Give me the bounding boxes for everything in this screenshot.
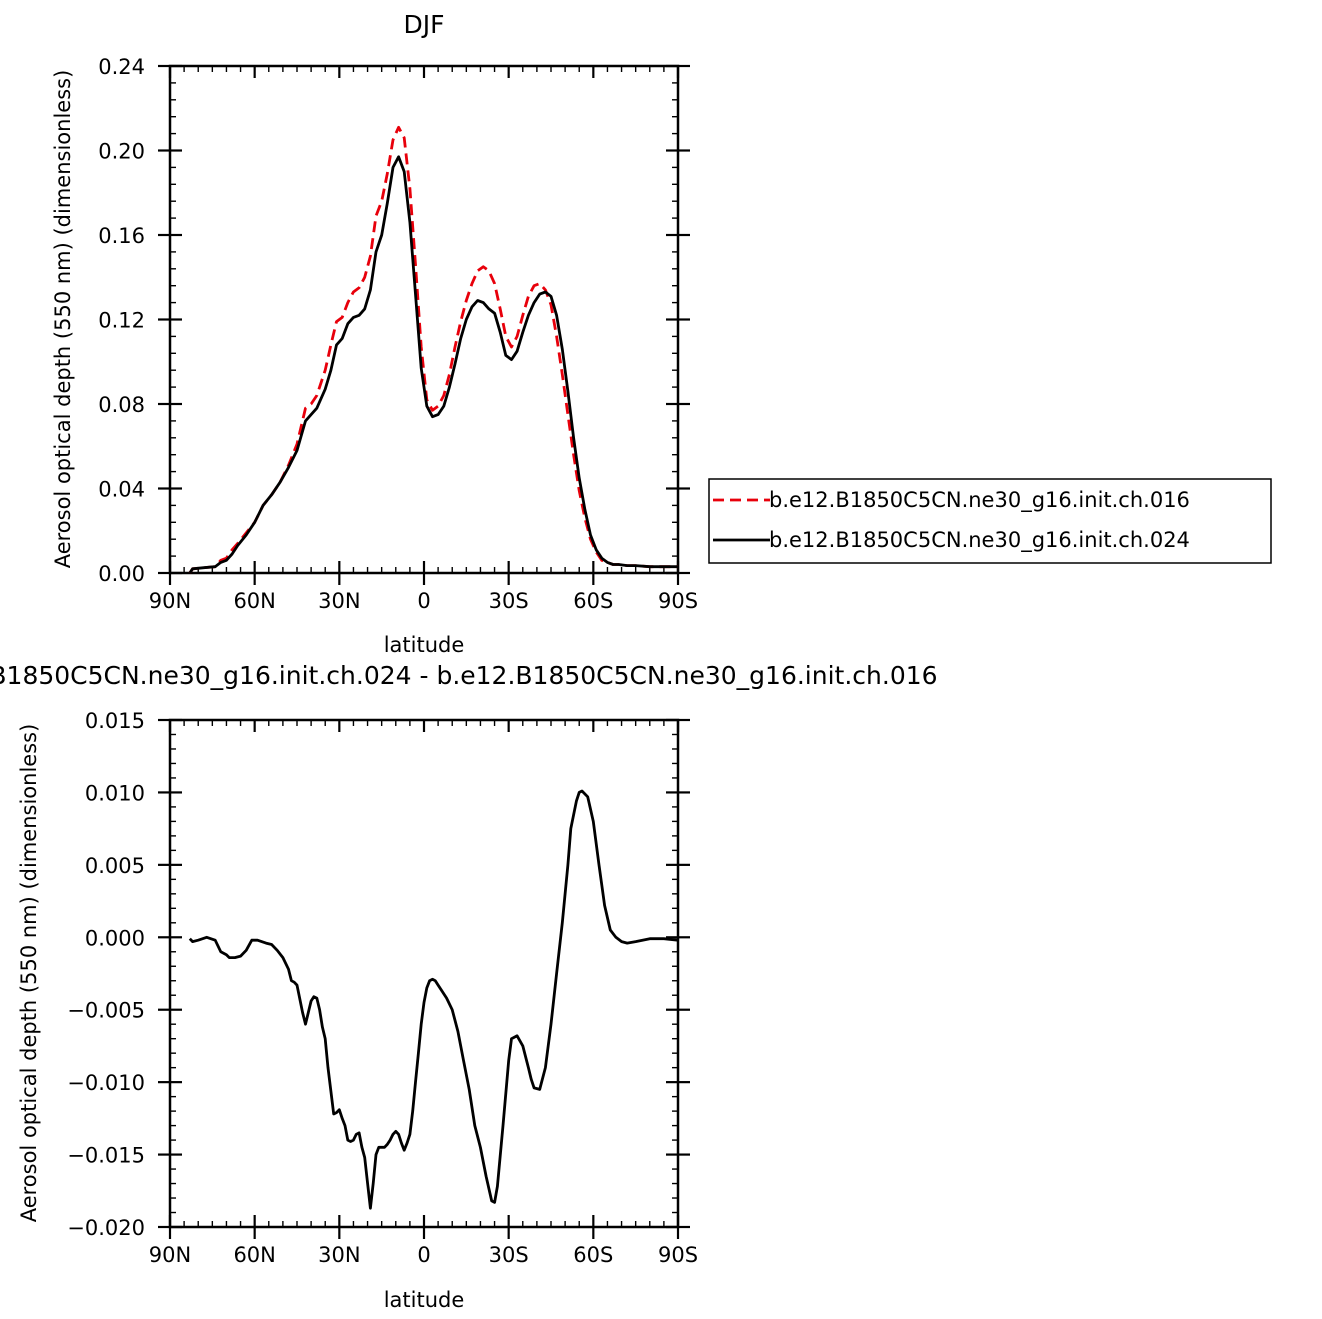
x-tick-label: 60N xyxy=(233,589,275,613)
x-tick-label: 60N xyxy=(233,1243,275,1267)
top-x-axis-label: latitude xyxy=(384,633,465,657)
x-tick-label: 90S xyxy=(658,1243,698,1267)
x-tick-label: 90N xyxy=(149,589,191,613)
series-line-1 xyxy=(188,155,678,574)
y-tick-label: 0.015 xyxy=(85,709,145,733)
y-tick-label: 0.005 xyxy=(85,854,145,878)
bottom-panel: b.e12.B1850C5CN.ne30_g16.init.ch.024 - b… xyxy=(0,661,938,1312)
top-series-layer xyxy=(188,125,678,574)
y-tick-label: 0.12 xyxy=(98,309,145,333)
bottom-panel-title: b.e12.B1850C5CN.ne30_g16.init.ch.024 - b… xyxy=(0,661,938,690)
y-tick-label: −0.020 xyxy=(67,1216,145,1240)
y-tick-label: 0.00 xyxy=(98,562,145,586)
x-tick-label: 60S xyxy=(573,1243,613,1267)
y-tick-label: −0.015 xyxy=(67,1144,145,1168)
x-tick-label: 90N xyxy=(149,1243,191,1267)
y-tick-label: −0.005 xyxy=(67,999,145,1023)
top-plot-frame xyxy=(168,64,680,575)
x-tick-label: 30S xyxy=(489,589,529,613)
y-tick-label: 0.24 xyxy=(98,55,145,79)
x-tick-label: 30N xyxy=(318,589,360,613)
legend-label-1: b.e12.B1850C5CN.ne30_g16.init.ch.024 xyxy=(769,528,1190,553)
x-tick-label: 0 xyxy=(417,589,430,613)
legend-box xyxy=(708,478,1272,564)
top-ticks: 90N 60N 30N 0 30S 60S 90S 0.00 0.04 0.08 0.12 0.16 0… xyxy=(98,55,698,613)
y-tick-label: 0.010 xyxy=(85,781,145,805)
x-tick-label: 60S xyxy=(573,589,613,613)
y-tick-label: 0.000 xyxy=(85,926,145,950)
y-tick-label: 0.16 xyxy=(98,224,145,248)
y-tick-label: 0.20 xyxy=(98,140,145,164)
top-panel: DJF 90N 60N 30N 0 30S 60S 90S 0.00 0.04 0.08 0.12 0… xyxy=(51,10,698,657)
bottom-x-axis-label: latitude xyxy=(384,1288,465,1312)
x-tick-label: 30N xyxy=(318,1243,360,1267)
legend: b.e12.B1850C5CN.ne30_g16.init.ch.016 b.e… xyxy=(708,478,1272,564)
bottom-plot-frame xyxy=(168,718,680,1229)
legend-label-0: b.e12.B1850C5CN.ne30_g16.init.ch.016 xyxy=(769,488,1190,513)
x-tick-label: 0 xyxy=(417,1243,430,1267)
x-tick-label: 90S xyxy=(658,589,698,613)
top-y-axis-label: Aerosol optical depth (550 nm) (dimensio… xyxy=(51,70,75,569)
x-tick-label: 30S xyxy=(489,1243,529,1267)
y-tick-label: −0.010 xyxy=(67,1071,145,1095)
bottom-y-axis-label: Aerosol optical depth (550 nm) (dimensio… xyxy=(17,724,41,1223)
bottom-ticks: 90N 60N 30N 0 30S 60S 90S −0.020 −0.015 −0.010 −0.… xyxy=(67,709,698,1267)
top-panel-title: DJF xyxy=(403,10,444,39)
y-tick-label: 0.04 xyxy=(98,478,145,502)
bottom-series-layer xyxy=(188,789,679,1210)
y-tick-label: 0.08 xyxy=(98,393,145,417)
series-line-0 xyxy=(188,789,679,1210)
